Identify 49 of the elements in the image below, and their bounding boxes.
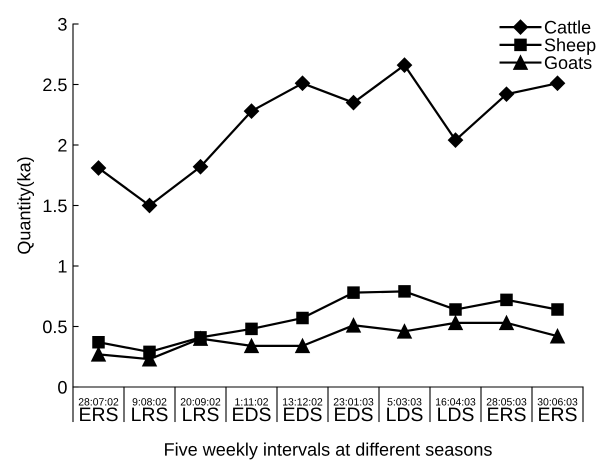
x-tick-label: 20:09:02 LRS [180, 398, 220, 422]
y-tick-label: 0.5 [43, 320, 67, 334]
x-axis-title: Five weekly intervals at different seasons [165, 442, 492, 460]
point [449, 303, 462, 316]
y-tick-label: 3 [58, 18, 67, 31]
point [244, 104, 260, 119]
point [398, 285, 411, 298]
x-tick-label: 23:01:03 EDS [334, 398, 374, 422]
x-tick-label: 5:03:03 LDS [387, 398, 423, 422]
point [245, 322, 258, 336]
y-tick-label: 1.5 [44, 200, 67, 212]
point [296, 312, 309, 324]
point [396, 58, 412, 73]
point [550, 76, 566, 91]
x-tick-label: 28:07:02 ERS [78, 398, 118, 422]
point [347, 286, 360, 299]
legend-label: Goats [544, 56, 592, 70]
point [498, 86, 514, 102]
legend-label: Sheep [544, 38, 596, 55]
point [550, 328, 565, 344]
y-tick-label: 2 [58, 138, 67, 152]
x-tick-label: 9:08:02 LRS [132, 398, 168, 422]
y-axis-title: Quantity(ka) [17, 157, 34, 254]
point [397, 324, 412, 339]
point [294, 76, 310, 91]
x-tick-label: 30:06:03 ERS [538, 398, 578, 422]
x-tick-label: 1:11:02 EDS [233, 398, 271, 422]
point [295, 338, 310, 354]
point [91, 347, 106, 362]
point [142, 198, 158, 214]
point [192, 159, 208, 174]
x-tick-label: 28:05:03 ERS [486, 398, 526, 422]
y-tick-label: 0 [58, 380, 67, 394]
x-tick-label: 13:12:02 EDS [283, 398, 322, 422]
point [92, 336, 105, 348]
point [90, 160, 106, 176]
point [551, 303, 564, 316]
point [346, 318, 361, 333]
point [499, 316, 514, 330]
legend-label: Cattle [544, 20, 590, 34]
point [143, 346, 156, 358]
y-tick-label: 1 [58, 260, 67, 273]
x-tick-label: 16:04:03 LDS [436, 398, 476, 422]
point [448, 316, 463, 330]
point [346, 95, 362, 110]
point [448, 132, 464, 148]
point [500, 294, 513, 306]
point [244, 338, 259, 354]
y-tick-label: 2.5 [43, 78, 67, 92]
